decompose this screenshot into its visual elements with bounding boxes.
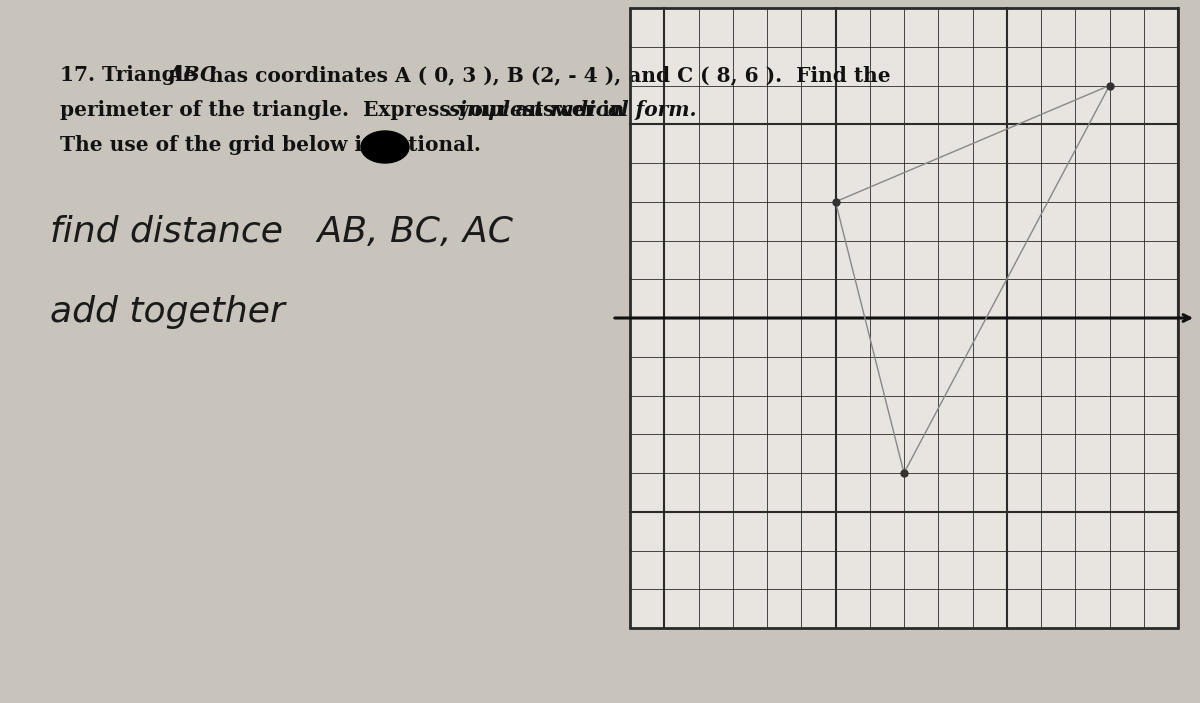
Text: has coordinates A ( 0, 3 ), B (2, - 4 ), and C ( 8, 6 ).  Find the: has coordinates A ( 0, 3 ), B (2, - 4 ),… (202, 65, 890, 85)
Text: 17. Triangle: 17. Triangle (60, 65, 203, 85)
Text: The use of the grid below is optional.: The use of the grid below is optional. (60, 135, 481, 155)
Text: find distance   AB, BC, AC: find distance AB, BC, AC (50, 215, 514, 249)
Bar (630, 8, 1178, 628)
Text: ABC: ABC (168, 65, 217, 85)
Bar (630, 8, 1178, 628)
Text: simplest radical form.: simplest radical form. (448, 100, 696, 120)
Text: perimeter of the triangle.  Express your answer in: perimeter of the triangle. Express your … (60, 100, 631, 120)
Ellipse shape (361, 131, 409, 163)
Text: add together: add together (50, 295, 284, 329)
